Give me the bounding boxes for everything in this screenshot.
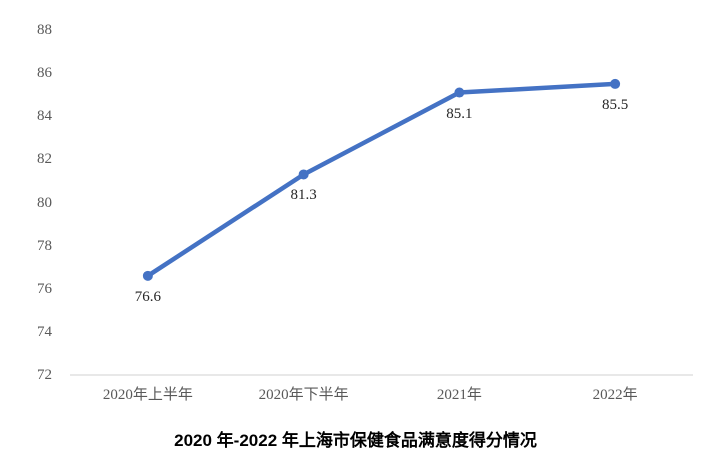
data-point-marker [610, 78, 621, 89]
y-axis-tick-label: 86 [37, 65, 52, 82]
data-point-marker [454, 87, 465, 98]
line-chart-svg [70, 78, 693, 376]
y-axis-tick-label: 72 [37, 367, 52, 383]
x-axis-category-label: 2020年上半年 [102, 387, 193, 403]
x-axis-category-label: 2020年下半年 [258, 387, 349, 403]
y-axis-tick-label: 74 [37, 323, 52, 340]
y-axis-tick-label: 80 [37, 194, 52, 211]
x-axis-category-label: 2021年 [436, 387, 482, 403]
y-axis-tick-label: 78 [37, 237, 52, 254]
data-label: 76.6 [134, 288, 161, 305]
data-label: 85.1 [446, 105, 473, 122]
data-label: 81.3 [290, 187, 317, 204]
plot-area: 72 74 76 78 80 82 84 86 88 2020年上半年 2020年下半年 2021年 2… [37, 22, 693, 403]
x-axis-category-label: 2022年 [592, 387, 638, 403]
y-axis-tick-label: 88 [37, 22, 52, 38]
series-line [145, 81, 618, 279]
y-axis-tick-label: 84 [37, 108, 52, 125]
y-axis-tick-label: 82 [37, 151, 52, 168]
data-label: 85.5 [602, 96, 629, 113]
data-point-marker [298, 169, 309, 180]
data-point-marker [142, 270, 153, 281]
chart-title: 2020 年-2022 年上海市保健食品满意度得分情况 [174, 431, 537, 450]
y-axis-tick-label: 76 [37, 280, 52, 297]
